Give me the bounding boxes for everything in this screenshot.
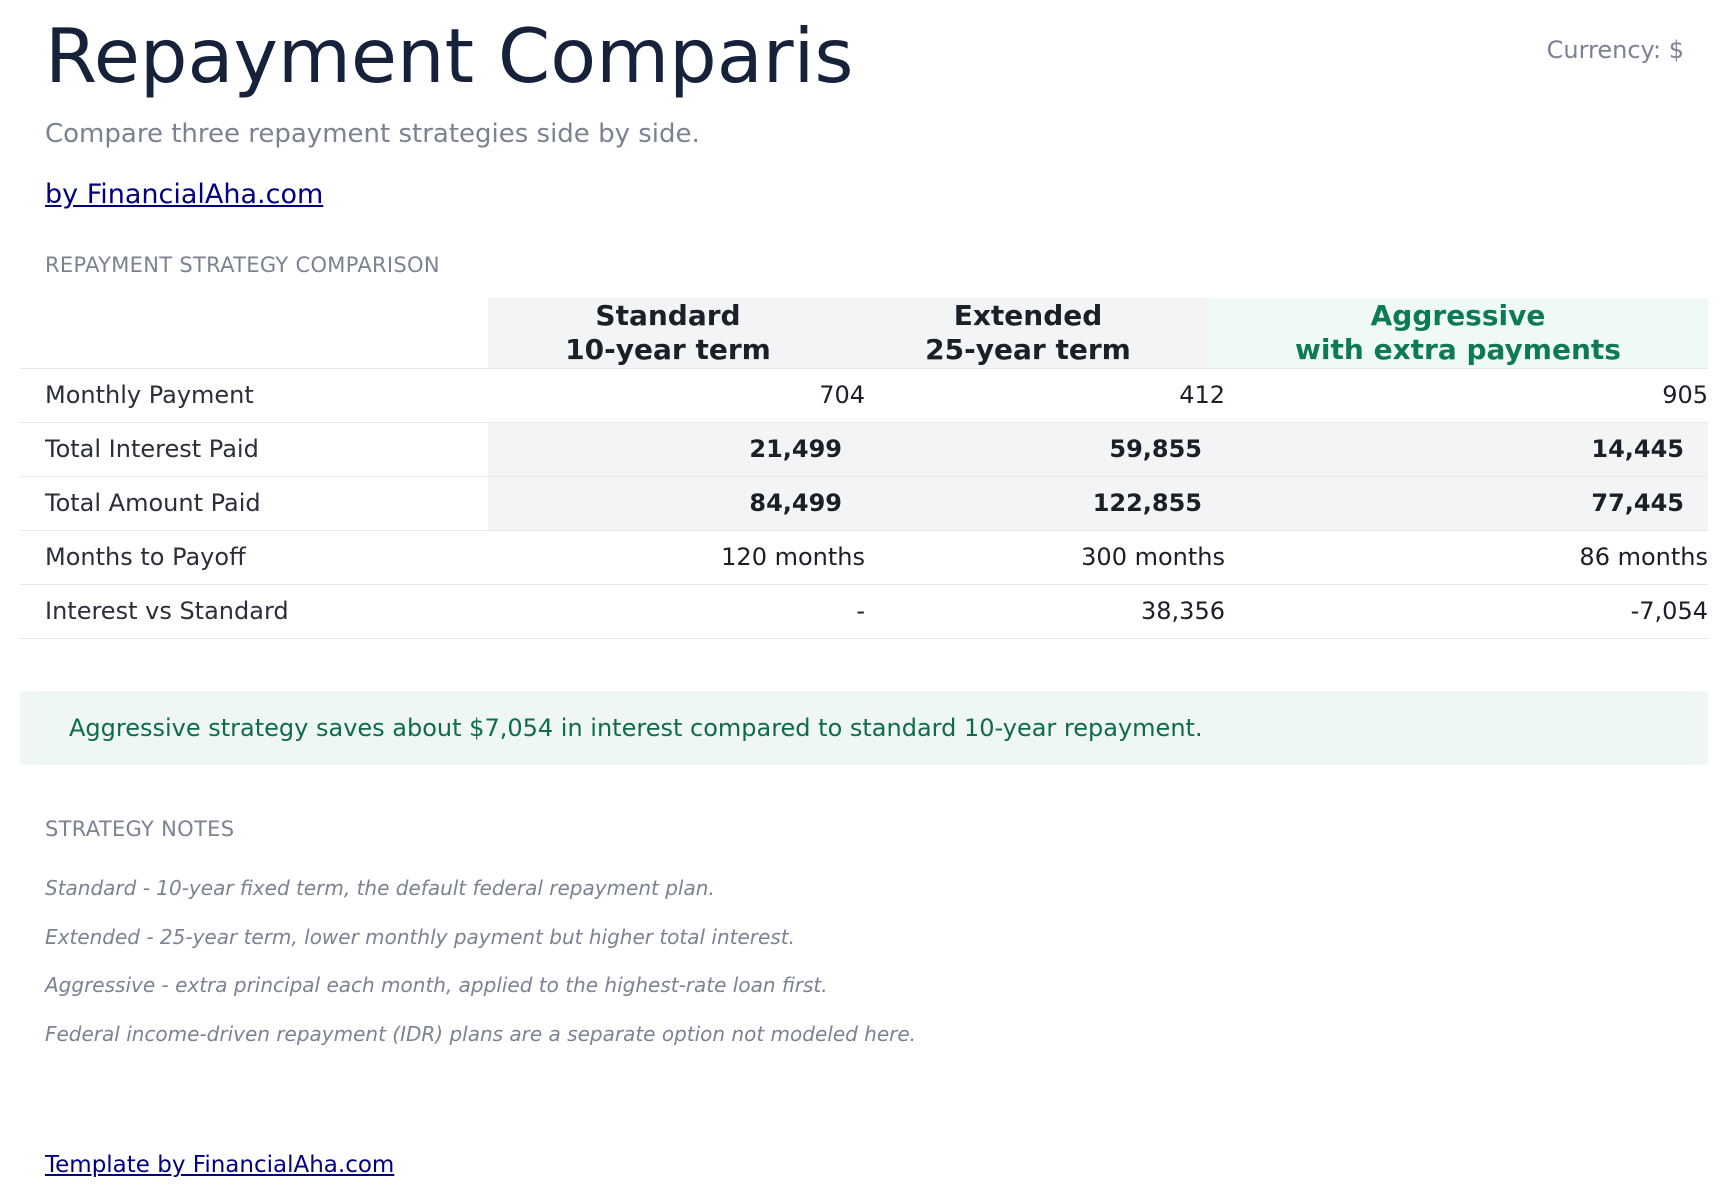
cell-aggressive: 14,445	[1591, 435, 1684, 463]
note-standard: Standard - 10-year fixed term, the defau…	[45, 876, 715, 900]
table-row-months-to-payoff: Months to Payoff 120 months 300 months 8…	[20, 531, 1708, 585]
note-extended: Extended - 25-year term, lower monthly p…	[45, 925, 795, 949]
cell-aggressive: 77,445	[1591, 489, 1684, 517]
column-header-subtitle: 25-year term	[925, 333, 1131, 366]
page-title-container: Repayment Comparison	[45, 6, 851, 106]
byline-link[interactable]: by FinancialAha.com	[45, 179, 324, 210]
column-header-subtitle: 10-year term	[565, 333, 771, 366]
column-header-extended: Extended 25-year term	[848, 298, 1208, 368]
column-header-title: Aggressive	[1370, 299, 1546, 332]
currency-indicator: Currency: $	[1546, 36, 1684, 64]
column-header-title: Extended	[953, 299, 1103, 332]
table-row-monthly-payment: Monthly Payment 704 412 905	[20, 369, 1708, 423]
cell-extended: 59,855	[1109, 435, 1202, 463]
cell-standard: -	[856, 597, 865, 625]
cell-aggressive: 905	[1662, 381, 1708, 409]
comparison-table: Standard 10-year term Extended 25-year t…	[20, 298, 1708, 639]
column-header-aggressive: Aggressive with extra payments	[1208, 298, 1708, 368]
row-label: Total Amount Paid	[45, 489, 261, 517]
row-label: Total Interest Paid	[45, 435, 259, 463]
table-header-row: Standard 10-year term Extended 25-year t…	[20, 298, 1708, 369]
cell-aggressive: 86 months	[1579, 543, 1708, 571]
cell-standard: 704	[819, 381, 865, 409]
note-aggressive: Aggressive - extra principal each month,…	[45, 973, 828, 997]
table-row-total-interest: Total Interest Paid 21,499 59,855 14,445	[20, 423, 1708, 477]
column-header-standard: Standard 10-year term	[488, 298, 848, 368]
row-highlight	[488, 423, 1708, 476]
cell-extended: 412	[1179, 381, 1225, 409]
table-row-interest-vs-standard: Interest vs Standard - 38,356 -7,054	[20, 585, 1708, 639]
cell-extended: 38,356	[1141, 597, 1225, 625]
table-row-total-amount: Total Amount Paid 84,499 122,855 77,445	[20, 477, 1708, 531]
footer-template-link[interactable]: Template by FinancialAha.com	[45, 1152, 395, 1178]
page-subtitle: Compare three repayment strategies side …	[45, 119, 700, 149]
row-label: Months to Payoff	[45, 543, 246, 571]
comparison-section-label: REPAYMENT STRATEGY COMPARISON	[45, 253, 440, 277]
cell-extended: 300 months	[1081, 543, 1225, 571]
row-highlight	[488, 477, 1708, 530]
row-label: Interest vs Standard	[45, 597, 289, 625]
cell-aggressive: -7,054	[1630, 597, 1708, 625]
cell-standard: 84,499	[749, 489, 842, 517]
note-idr: Federal income-driven repayment (IDR) pl…	[45, 1022, 917, 1046]
row-label: Monthly Payment	[45, 381, 254, 409]
page-title: Repayment Comparison	[45, 12, 851, 100]
savings-callout-text: Aggressive strategy saves about $7,054 i…	[69, 714, 1203, 742]
cell-extended: 122,855	[1092, 489, 1202, 517]
column-header-subtitle: with extra payments	[1295, 333, 1621, 366]
savings-callout: Aggressive strategy saves about $7,054 i…	[20, 691, 1708, 765]
cell-standard: 120 months	[721, 543, 865, 571]
cell-standard: 21,499	[749, 435, 842, 463]
notes-section-label: STRATEGY NOTES	[45, 817, 235, 841]
column-header-title: Standard	[595, 299, 741, 332]
